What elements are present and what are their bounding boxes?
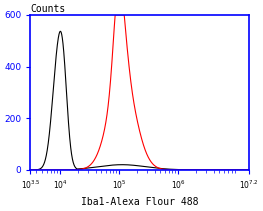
X-axis label: Iba1-Alexa Flour 488: Iba1-Alexa Flour 488: [81, 197, 199, 207]
Text: Counts: Counts: [31, 4, 66, 14]
